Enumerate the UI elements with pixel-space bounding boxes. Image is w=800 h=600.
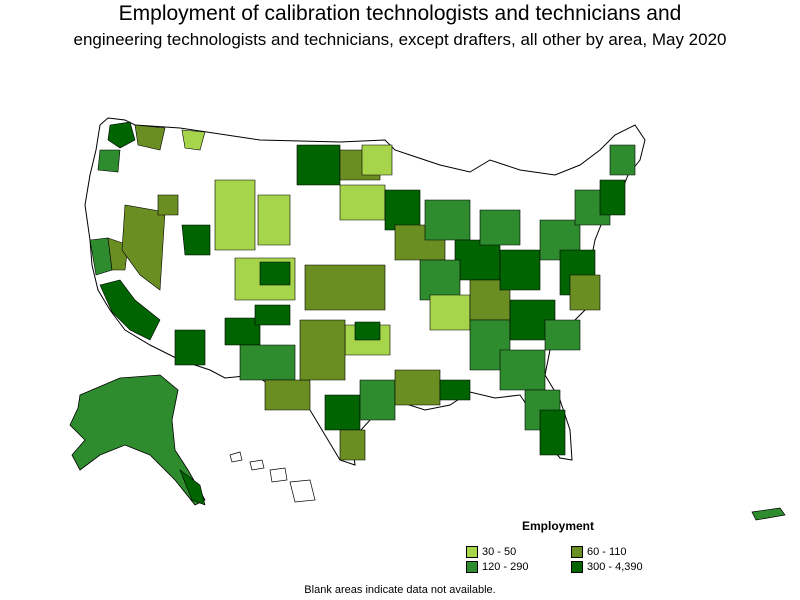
legend-item-120-290: 120 - 290 (466, 561, 528, 573)
legend-swatch (466, 546, 478, 558)
legend-label: 30 - 50 (482, 546, 517, 558)
footnote: Blank areas indicate data not available. (304, 584, 496, 596)
legend-label: 60 - 110 (587, 546, 627, 558)
map-subtitle: engineering technologists and technician… (73, 30, 727, 49)
map-title: Employment of calibration technologists … (118, 2, 682, 25)
legend-label: 120 - 290 (482, 561, 529, 573)
legend-item-60-110: 60 - 110 (571, 546, 627, 558)
legend-item-300-4390: 300 - 4,390 (571, 561, 643, 573)
region-shapes (89, 121, 636, 461)
legend-swatch (571, 546, 583, 558)
alaska-shape (69, 374, 206, 506)
legend-item-30-50: 30 - 50 (466, 546, 516, 558)
legend-swatch (466, 561, 478, 573)
legend-label: 300 - 4,390 (587, 561, 643, 573)
legend-swatch (571, 561, 583, 573)
puerto-rico-shape (751, 507, 786, 521)
legend-title: Employment (522, 519, 595, 533)
hawaii-shape (229, 451, 316, 503)
